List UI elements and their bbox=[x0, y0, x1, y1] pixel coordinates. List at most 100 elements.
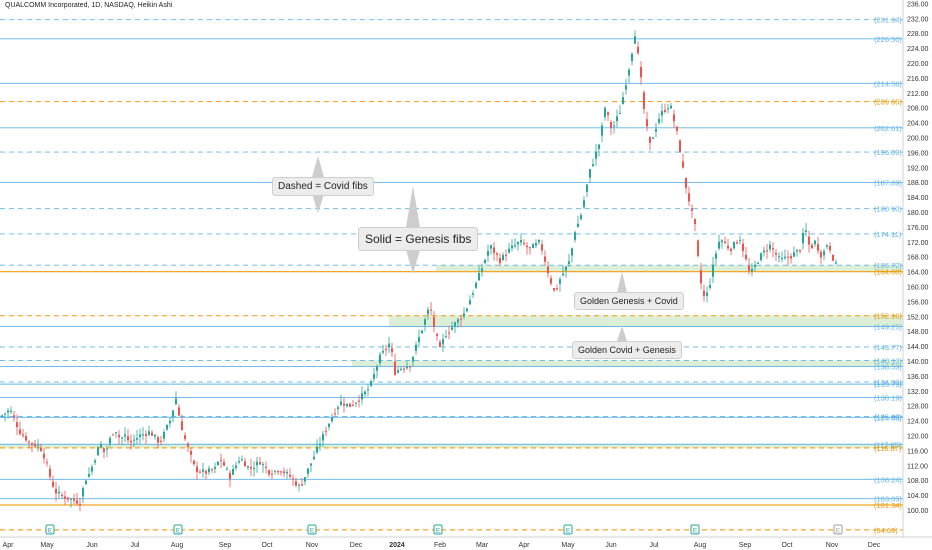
candle-body bbox=[208, 468, 210, 473]
candle-body bbox=[319, 444, 321, 446]
time-tick-label: Dec bbox=[868, 542, 881, 549]
fib-label: (209.65) bbox=[874, 98, 902, 107]
candle-body bbox=[31, 442, 33, 445]
callout-pointer bbox=[312, 194, 324, 213]
fib-label: (103.05) bbox=[874, 495, 902, 504]
candle-body bbox=[358, 400, 360, 402]
fib-zone bbox=[389, 315, 903, 327]
candle-body bbox=[115, 432, 117, 434]
candle-body bbox=[583, 200, 585, 208]
candle-body bbox=[121, 437, 123, 439]
candle-body bbox=[376, 366, 378, 371]
candle-body bbox=[211, 469, 213, 471]
time-tick-label: Aug bbox=[694, 542, 707, 549]
golden-covid-genesis-note: Golden Covid + Genesis bbox=[572, 341, 682, 359]
candle-body bbox=[298, 484, 300, 486]
candle-body bbox=[550, 278, 552, 284]
price-tick-label: 140.00 bbox=[907, 359, 929, 366]
price-tick-label: 180.00 bbox=[907, 210, 929, 217]
fib-label: (138.53) bbox=[874, 362, 902, 371]
candle-body bbox=[133, 439, 135, 441]
candle-body bbox=[196, 466, 198, 472]
candle-body bbox=[277, 471, 279, 473]
candle-body bbox=[424, 319, 426, 325]
candle-body bbox=[718, 241, 720, 249]
callout-pointer bbox=[406, 186, 420, 227]
candle-body bbox=[442, 339, 444, 345]
earnings-marker-label: E bbox=[836, 528, 841, 535]
candle-body bbox=[682, 161, 684, 168]
candle-body bbox=[79, 503, 81, 506]
candle-body bbox=[328, 423, 330, 427]
candle-body bbox=[706, 292, 708, 296]
time-tick-label: Nov bbox=[826, 542, 839, 549]
candle-body bbox=[94, 460, 96, 463]
candle-body bbox=[103, 448, 105, 453]
fib-label: (108.24) bbox=[874, 475, 902, 484]
candle-body bbox=[250, 466, 252, 469]
candle-body bbox=[313, 456, 315, 460]
fib-label: (133.79) bbox=[874, 380, 902, 389]
candle-body bbox=[652, 137, 654, 139]
candle-body bbox=[283, 471, 285, 474]
candle-body bbox=[523, 242, 525, 245]
candle-body bbox=[52, 481, 54, 487]
time-tick-label: May bbox=[40, 542, 54, 549]
candle-body bbox=[604, 107, 606, 118]
price-tick-label: 220.00 bbox=[907, 61, 929, 68]
candle-body bbox=[826, 245, 828, 247]
candle-body bbox=[472, 293, 474, 295]
price-tick-label: 148.00 bbox=[907, 329, 929, 336]
candle-body bbox=[379, 354, 381, 364]
candle-body bbox=[364, 391, 366, 395]
candle-body bbox=[382, 350, 384, 353]
price-tick-label: 232.00 bbox=[907, 16, 929, 23]
candle-body bbox=[835, 262, 837, 264]
candle-body bbox=[745, 254, 747, 260]
candle-body bbox=[61, 494, 63, 496]
candle-body bbox=[82, 488, 84, 497]
fib-zone bbox=[436, 265, 903, 272]
candle-body bbox=[469, 300, 471, 305]
time-tick-label: Jul bbox=[131, 542, 140, 549]
candle-body bbox=[574, 232, 576, 240]
candle-body bbox=[151, 432, 153, 436]
candle-body bbox=[334, 413, 336, 415]
candle-body bbox=[409, 366, 411, 368]
time-tick-label: Jun bbox=[605, 542, 616, 549]
candle-body bbox=[766, 250, 768, 252]
candle-body bbox=[829, 245, 831, 251]
earnings-marker-label: E bbox=[310, 528, 315, 535]
fib-label: (152.16) bbox=[874, 312, 902, 321]
candle-body bbox=[241, 459, 243, 461]
price-tick-label: 168.00 bbox=[907, 255, 929, 262]
candle-body bbox=[88, 474, 90, 477]
price-tick-label: 188.00 bbox=[907, 180, 929, 187]
fib-label: (134.39) bbox=[874, 378, 902, 387]
fib-label: (196.09) bbox=[874, 148, 902, 157]
earnings-marker bbox=[45, 524, 55, 535]
candle-body bbox=[601, 125, 603, 136]
candle-body bbox=[64, 496, 66, 499]
callout-pointer bbox=[617, 326, 627, 341]
candle-body bbox=[226, 468, 228, 470]
candle-body bbox=[406, 366, 408, 369]
candle-body bbox=[811, 245, 813, 249]
time-tick-label: Aug bbox=[171, 542, 184, 549]
candle-body bbox=[355, 402, 357, 404]
candle-body bbox=[496, 253, 498, 255]
fib-zone bbox=[352, 360, 903, 367]
fib-label: (202.61) bbox=[874, 124, 902, 133]
price-tick-label: 212.00 bbox=[907, 91, 929, 98]
candle-body bbox=[559, 279, 561, 284]
candle-body bbox=[265, 467, 267, 469]
candle-body bbox=[199, 471, 201, 473]
candle-body bbox=[499, 258, 501, 264]
candle-body bbox=[610, 122, 612, 128]
candle-body bbox=[661, 111, 663, 116]
candle-body bbox=[187, 443, 189, 447]
candle-body bbox=[445, 336, 447, 338]
candle-body bbox=[154, 434, 156, 437]
